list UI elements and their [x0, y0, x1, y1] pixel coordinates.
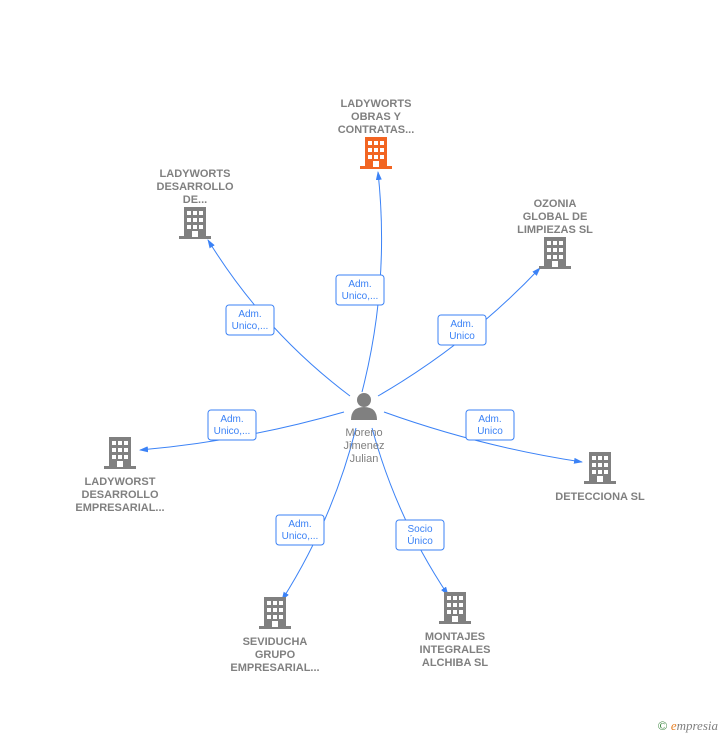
edge-label-text-detecciona: Unico: [477, 426, 503, 437]
company-node-seviducha[interactable]: [259, 597, 291, 629]
network-diagram: Adm.Unico,...Adm.UnicoAdm.UnicoSocioÚnic…: [0, 0, 728, 740]
company-node-ozonia[interactable]: [539, 237, 571, 269]
company-label-ladyworts_desarrollo: LADYWORTS: [160, 168, 231, 180]
company-label-ozonia: LIMPIEZAS SL: [517, 224, 593, 236]
edge-label-text-seviducha: Unico,...: [282, 531, 319, 542]
company-label-ladyworts_desarrollo: DE...: [183, 194, 207, 206]
company-label-detecciona: DETECCIONA SL: [555, 491, 645, 503]
company-label-ozonia: OZONIA: [534, 198, 577, 210]
person-icon: [351, 393, 377, 420]
edge-label-text-ladyworts_obras: Adm.: [348, 279, 371, 290]
footer-copyright: © empresia: [658, 718, 718, 734]
company-label-ladyworst_desarrollo: EMPRESARIAL...: [75, 502, 164, 514]
building-icon: [259, 597, 291, 629]
edge-label-text-ladyworts_desarrollo: Unico,...: [232, 321, 269, 332]
company-node-ladyworst_desarrollo[interactable]: [104, 437, 136, 469]
edge-label-text-seviducha: Adm.: [288, 519, 311, 530]
edge-label-text-ozonia: Unico: [449, 331, 475, 342]
edge-label-text-ozonia: Adm.: [450, 319, 473, 330]
building-icon: [104, 437, 136, 469]
company-label-montajes: INTEGRALES: [420, 644, 491, 656]
company-label-seviducha: SEVIDUCHA: [243, 636, 308, 648]
edge-label-text-ladyworts_desarrollo: Adm.: [238, 309, 261, 320]
edge-label-text-ladyworst_desarrollo: Unico,...: [214, 426, 251, 437]
edge-seviducha: [282, 428, 356, 600]
company-label-ozonia: GLOBAL DE: [523, 211, 588, 223]
edge-label-text-detecciona: Adm.: [478, 414, 501, 425]
company-node-montajes[interactable]: [439, 592, 471, 624]
edge-montajes: [372, 428, 448, 595]
edge-label-text-montajes: Único: [407, 534, 433, 547]
center-person-node[interactable]: [351, 393, 377, 420]
company-label-ladyworst_desarrollo: DESARROLLO: [82, 489, 159, 501]
company-label-ladyworts_obras: CONTRATAS...: [338, 124, 415, 136]
building-icon: [539, 237, 571, 269]
company-node-ladyworts_obras[interactable]: [360, 137, 392, 169]
company-node-ladyworts_desarrollo[interactable]: [179, 207, 211, 239]
company-label-montajes: ALCHIBA SL: [422, 657, 488, 669]
company-label-ladyworst_desarrollo: LADYWORST: [85, 476, 156, 488]
edge-label-text-montajes: Socio: [407, 524, 432, 535]
company-label-ladyworts_obras: OBRAS Y: [351, 111, 402, 123]
company-label-ladyworts_obras: LADYWORTS: [341, 98, 412, 110]
company-label-montajes: MONTAJES: [425, 631, 485, 643]
building-icon: [439, 592, 471, 624]
copyright-symbol: ©: [658, 718, 668, 733]
center-person-label: Julian: [350, 453, 379, 465]
brand-rest: mpresia: [677, 718, 718, 733]
company-label-ladyworts_desarrollo: DESARROLLO: [157, 181, 234, 193]
building-icon: [584, 452, 616, 484]
company-label-seviducha: GRUPO: [255, 649, 296, 661]
edge-label-text-ladyworts_obras: Unico,...: [342, 291, 379, 302]
building-icon: [360, 137, 392, 169]
building-icon: [179, 207, 211, 239]
center-person-label: Moreno: [345, 427, 382, 439]
edge-label-text-ladyworst_desarrollo: Adm.: [220, 414, 243, 425]
center-person-label: Jimenez: [344, 440, 385, 452]
company-node-detecciona[interactable]: [584, 452, 616, 484]
company-label-seviducha: EMPRESARIAL...: [230, 662, 319, 674]
